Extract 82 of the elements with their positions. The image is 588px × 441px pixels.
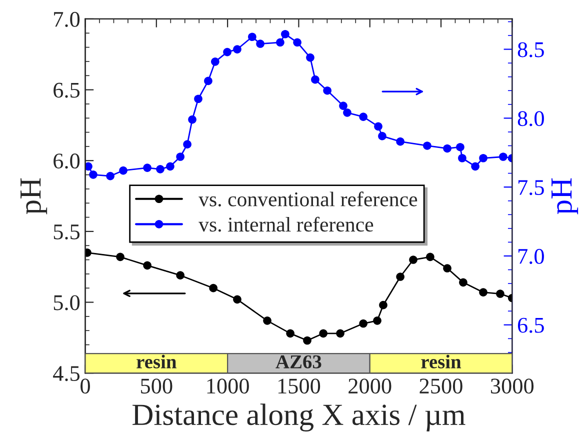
point: [373, 316, 382, 325]
legend-label: vs. conventional reference: [198, 192, 418, 206]
point: [156, 164, 164, 174]
point: [359, 112, 368, 121]
point: [423, 142, 432, 150]
point: [496, 290, 504, 298]
point: [456, 142, 464, 152]
legend-label: vs. internal reference: [198, 216, 374, 232]
x-tick-label: 3000: [490, 378, 534, 394]
y-tick-label: 7.0: [54, 12, 80, 27]
point: [183, 140, 192, 149]
point: [256, 40, 264, 48]
y-axis-title: pH: [20, 178, 48, 214]
y2-tick-label: 8.0: [518, 111, 544, 126]
x-tick-label: 0: [80, 378, 90, 394]
point: [176, 271, 184, 280]
point: [281, 30, 290, 38]
y2-tick-label: 6.5: [518, 318, 544, 333]
x-tick-label: 500: [141, 378, 172, 394]
y2-tick-label: 7.5: [518, 180, 544, 196]
point: [276, 38, 284, 47]
y-tick-label: 5.5: [54, 224, 80, 240]
point: [211, 58, 220, 66]
point: [458, 154, 466, 162]
point: [359, 319, 368, 328]
x-axis-title: Distance along X axis / µm: [132, 404, 466, 432]
point: [479, 154, 488, 162]
y-tick-label: 6.0: [54, 154, 80, 169]
point: [233, 45, 242, 54]
point: [85, 162, 92, 171]
point: [343, 108, 352, 117]
point: [188, 115, 196, 124]
point: [471, 162, 480, 171]
y-tick-label: 6.5: [54, 82, 80, 98]
point: [204, 76, 212, 86]
point: [479, 288, 488, 297]
y2-tick-label: 8.5: [518, 42, 544, 58]
y2-tick-label: 7.0: [518, 248, 544, 264]
point: [378, 132, 386, 140]
point: [323, 86, 332, 95]
point: [89, 170, 98, 179]
x-tick-label: 1000: [207, 378, 249, 394]
point: [443, 144, 452, 153]
point: [209, 284, 218, 292]
point: [443, 264, 452, 272]
point: [499, 152, 508, 161]
point: [311, 75, 320, 84]
point: [116, 252, 124, 262]
point: [286, 329, 294, 338]
band-label: AZ63: [276, 355, 322, 368]
point: [194, 94, 202, 104]
point: [319, 329, 328, 338]
x-tick-label: 2500: [420, 378, 462, 394]
point: [339, 102, 348, 110]
y-tick-label: 4.5: [53, 366, 80, 382]
point: [233, 295, 242, 304]
point: [303, 336, 312, 345]
point: [176, 152, 184, 161]
point: [263, 316, 272, 325]
point: [166, 162, 174, 171]
point: [306, 53, 314, 62]
point: [409, 256, 418, 264]
x-tick-label: 2000: [348, 378, 392, 394]
point: [426, 252, 434, 262]
point: [106, 172, 114, 180]
point: [143, 261, 152, 270]
point: [374, 122, 382, 131]
point: [248, 32, 256, 42]
point: [223, 48, 232, 56]
point: [396, 272, 404, 281]
band-label: resin: [136, 354, 176, 368]
point: [336, 329, 344, 338]
y2-axis-title: pH: [552, 178, 578, 214]
x-tick-label: 1500: [278, 378, 320, 394]
point: [379, 300, 388, 310]
point: [396, 137, 404, 146]
point: [143, 164, 152, 172]
point: [293, 38, 302, 47]
band-label: resin: [421, 354, 462, 368]
point: [119, 166, 128, 175]
y-tick-label: 5.0: [54, 295, 80, 310]
point: [459, 278, 468, 287]
